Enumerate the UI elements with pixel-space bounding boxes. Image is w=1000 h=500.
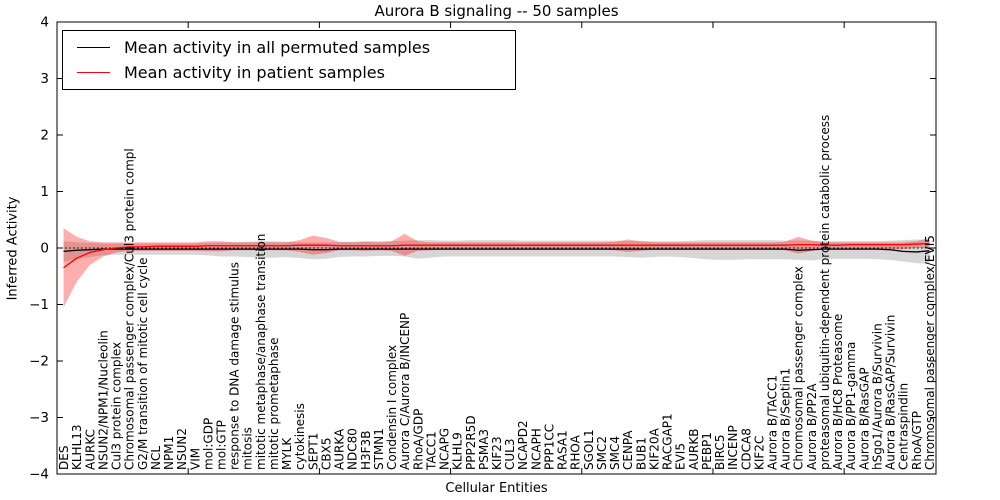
x-tick-label: AURKB (687, 429, 701, 470)
x-tick-label: NCAPD2 (516, 420, 530, 470)
x-tick-label: VIM (188, 448, 202, 470)
x-tick-label: G2/M transition of mitotic cell cycle (136, 257, 150, 470)
x-tick-label: Chromosomal passenger complex/EVI5 (923, 235, 937, 470)
x-tick-label: AURKC (83, 429, 97, 470)
y-tick-label: −2 (29, 354, 49, 370)
x-tick-label: PPP2R5D (464, 415, 478, 470)
x-tick-label: RACGAP1 (661, 413, 675, 470)
x-tick-label: KIF20A (647, 427, 661, 470)
x-tick-label: cytokinesis (293, 403, 307, 470)
x-tick-label: NCL (149, 446, 163, 470)
x-tick-label: PPP1CC (542, 424, 556, 470)
chart-title: Aurora B signaling -- 50 samples (374, 2, 619, 20)
x-tick-label: KLHL13 (70, 424, 84, 470)
x-tick-label: mitotic metaphase/anaphase transition (254, 234, 268, 470)
x-tick-label: Aurora B/PP2A (805, 383, 819, 470)
x-tick-label: NCAPH (529, 428, 543, 470)
patient-line-swatch (77, 71, 110, 73)
x-tick-label: SMC2 (595, 436, 609, 470)
x-tick-label: RhoA/GDP (411, 409, 425, 470)
x-tick-label: Aurora B/Septin1 (779, 368, 793, 470)
x-tick-label: proteasomal ubiquitin-dependent protein … (818, 115, 832, 470)
x-tick-label: INCENP (726, 425, 740, 470)
x-tick-label: CBX5 (319, 438, 333, 470)
y-tick-label: −3 (29, 410, 49, 426)
permuted-mean-line (63, 248, 930, 253)
x-tick-label: SMC4 (608, 436, 622, 470)
x-tick-label: mitosis (241, 427, 255, 470)
x-tick-label: RHOA (569, 434, 583, 470)
y-tick-label: −1 (29, 297, 49, 313)
x-tick-label: BUB1 (634, 437, 648, 470)
x-tick-label: PSMA3 (477, 429, 491, 470)
x-tick-label: KIF2C (752, 436, 766, 470)
x-tick-label: Chromosomal passenger complex (792, 266, 806, 470)
x-tick-label: Aurora C/Aurora B/INCENP (398, 313, 412, 470)
legend: Mean activity in all permuted samples Me… (62, 30, 516, 90)
x-tick-label: EVI5 (674, 443, 688, 470)
x-tick-label: Aurora B/HC8 Proteasome (831, 314, 845, 470)
x-tick-label: KLHL9 (451, 432, 465, 470)
y-tick-label: −4 (29, 467, 49, 483)
x-tick-label: mitotic prometaphase (267, 338, 281, 471)
x-tick-label: Aurora B/RasGAP (857, 367, 871, 470)
x-tick-label: Condensin I complex (385, 345, 399, 470)
legend-label-patient: Mean activity in patient samples (124, 62, 385, 82)
legend-entry-permuted: Mean activity in all permuted samples (71, 38, 507, 57)
legend-label-permuted: Mean activity in all permuted samples (124, 38, 431, 58)
patient-confidence-band (63, 228, 930, 308)
y-tick-label: 4 (40, 15, 49, 31)
legend-entry-patient: Mean activity in patient samples (71, 63, 507, 82)
x-tick-label: DES (57, 446, 71, 470)
x-tick-label: MYLK (280, 437, 294, 470)
x-tick-label: Centraspindlin (897, 383, 911, 470)
x-tick-label: response to DNA damage stimulus (228, 262, 242, 470)
y-tick-label: 1 (40, 184, 49, 200)
x-tick-label: H3F3B (359, 431, 373, 470)
x-axis-title: Cellular Entities (445, 481, 548, 496)
x-tick-label: CENPA (621, 430, 635, 470)
x-tick-label: STMN1 (372, 428, 386, 470)
permuted-line-swatch (77, 47, 110, 49)
x-tick-label: AURKA (333, 428, 347, 470)
x-tick-label: Cul3 protein complex (110, 342, 124, 470)
x-tick-label: RASA1 (556, 430, 570, 470)
x-tick-label: Chromosomal passenger complex/Cul3 prote… (123, 148, 137, 470)
y-axis-title: Inferred Activity (5, 196, 21, 301)
x-tick-label: SEPT1 (306, 433, 320, 470)
y-tick-label: 3 (40, 71, 49, 87)
y-tick-label: 2 (40, 128, 49, 144)
x-tick-label: RhoA/GTP (910, 411, 924, 470)
x-tick-label: mol:GTP (214, 420, 228, 470)
x-tick-label: hSgo1/Aurora B/Survivin (870, 323, 884, 470)
x-tick-label: BIRC5 (713, 434, 727, 470)
x-tick-label: TACC1 (424, 431, 438, 471)
x-tick-label: CDCA8 (739, 428, 753, 470)
x-tick-label: KIF23 (490, 436, 504, 470)
x-tick-label: SGOL1 (582, 429, 596, 470)
x-tick-label: Aurora B/PP1-gamma (844, 342, 858, 470)
x-tick-label: NSUN2 (175, 428, 189, 470)
x-tick-label: mol:GDP (201, 418, 215, 470)
patient-mean-line (63, 242, 930, 269)
x-tick-label: NDC80 (346, 428, 360, 470)
x-tick-label: CUL3 (503, 439, 517, 470)
y-tick-label: 0 (40, 241, 49, 257)
x-tick-label: Aurora B/RasGAP/Survivin (884, 315, 898, 470)
x-tick-label: Aurora B/TACC1 (766, 375, 780, 470)
x-tick-label: NSUN2/NPM1/Nucleolin (96, 330, 110, 470)
x-tick-label: NPM1 (162, 436, 176, 470)
x-tick-label: PEBP1 (700, 432, 714, 470)
x-tick-label: NCAPG (438, 428, 452, 470)
